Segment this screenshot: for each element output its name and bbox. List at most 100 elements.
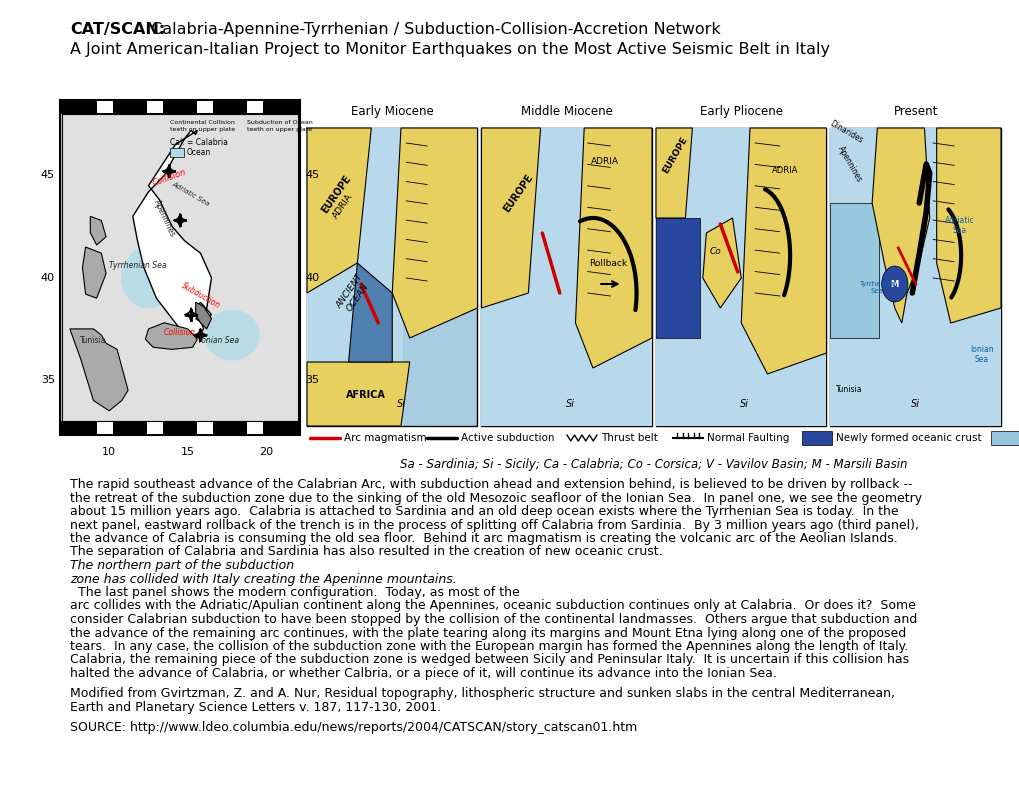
Text: ADRIA: ADRIA: [771, 166, 797, 175]
Polygon shape: [481, 128, 540, 308]
Text: Apennines: Apennines: [152, 199, 176, 239]
Text: the advance of the remaining arc continues, with the plate tearing along its mar: the advance of the remaining arc continu…: [70, 626, 905, 640]
Bar: [60, 100, 300, 435]
Bar: [829, 128, 1000, 426]
Text: Tunisia: Tunisia: [836, 385, 862, 394]
Text: 15: 15: [180, 447, 195, 457]
Text: Sa - Sardinia; Si - Sicily; Ca - Calabria; Co - Corsica; V - Vavilov Basin; M - : Sa - Sardinia; Si - Sicily; Ca - Calabri…: [399, 458, 907, 471]
Text: EUROPE: EUROPE: [660, 135, 689, 175]
Bar: [97, 422, 113, 434]
Polygon shape: [935, 128, 1000, 323]
Text: consider Calabrian subduction to have been stopped by the collision of the conti: consider Calabrian subduction to have be…: [70, 613, 916, 626]
Text: M: M: [890, 280, 898, 288]
Text: Si: Si: [740, 399, 749, 409]
Bar: [481, 128, 651, 426]
Bar: [655, 128, 825, 426]
Bar: [62, 114, 298, 421]
Text: Continental Collision: Continental Collision: [170, 120, 234, 125]
Text: Modified from Gvirtzman, Z. and A. Nur, Residual topography, lithospheric struct: Modified from Gvirtzman, Z. and A. Nur, …: [70, 687, 894, 701]
Bar: [481, 128, 651, 426]
Text: Middle Miocene: Middle Miocene: [521, 105, 612, 118]
Text: about 15 million years ago.  Calabria is attached to Sardinia and an old deep oc: about 15 million years ago. Calabria is …: [70, 505, 898, 518]
Polygon shape: [307, 362, 410, 426]
Polygon shape: [392, 128, 477, 338]
Text: AFRICA: AFRICA: [345, 390, 385, 400]
Polygon shape: [69, 329, 128, 411]
Text: Tyrrhenian Sea: Tyrrhenian Sea: [109, 261, 166, 269]
Text: Collision: Collision: [151, 167, 186, 188]
Bar: [247, 101, 263, 113]
Text: the retreat of the subduction zone due to the sinking of the old Mesozoic seaflo: the retreat of the subduction zone due t…: [70, 492, 921, 504]
Text: Ionian Sea: Ionian Sea: [199, 336, 239, 345]
Bar: [147, 422, 163, 434]
Text: 35: 35: [305, 375, 319, 385]
Text: Arc magmatism: Arc magmatism: [343, 433, 426, 443]
Text: A Joint American-Italian Project to Monitor Earthquakes on the Most Active Seism: A Joint American-Italian Project to Moni…: [70, 42, 829, 57]
Text: Collision: Collision: [164, 328, 196, 337]
Text: Tyrrhenian
Sea: Tyrrhenian Sea: [858, 281, 895, 294]
Text: Subduction of Ocean: Subduction of Ocean: [247, 120, 313, 125]
Text: Earth and Planetary Science Letters v. 187, 117-130, 2001.: Earth and Planetary Science Letters v. 1…: [70, 701, 440, 714]
Text: The last panel shows the modern configuration.  Today, as most of the: The last panel shows the modern configur…: [70, 586, 520, 599]
Text: zone has collided with Italy creating the Apeninne mountains.: zone has collided with Italy creating th…: [70, 573, 457, 585]
Bar: [60, 100, 300, 114]
Text: The rapid southeast advance of the Calabrian Arc, with subduction ahead and exte: The rapid southeast advance of the Calab…: [70, 478, 912, 491]
Bar: [170, 148, 183, 157]
Text: 10: 10: [102, 447, 116, 457]
Bar: [60, 421, 300, 435]
Text: SOURCE: http://www.ldeo.columbia.edu/news/reports/2004/CATSCAN/story_catscan01.h: SOURCE: http://www.ldeo.columbia.edu/new…: [70, 721, 637, 734]
Text: Early Miocene: Early Miocene: [351, 105, 433, 118]
Bar: [829, 128, 1000, 426]
Text: Early Pliocene: Early Pliocene: [699, 105, 782, 118]
Text: Tunisia: Tunisia: [81, 336, 107, 345]
Text: The northern part of the subduction: The northern part of the subduction: [70, 559, 293, 572]
Text: next panel, eastward rollback of the trench is in the process of splitting off C: next panel, eastward rollback of the tre…: [70, 519, 918, 531]
Polygon shape: [307, 128, 371, 293]
Text: Calabria, the remaining piece of the subduction zone is wedged between Sicily an: Calabria, the remaining piece of the sub…: [70, 653, 908, 667]
Bar: [247, 422, 263, 434]
Text: Apennines: Apennines: [835, 145, 862, 184]
Text: CAT/SCAN:: CAT/SCAN:: [70, 22, 165, 37]
Polygon shape: [132, 130, 211, 339]
Text: Rollback: Rollback: [589, 259, 627, 268]
Bar: [801, 431, 832, 445]
Text: Si: Si: [910, 399, 919, 409]
Text: 35: 35: [41, 375, 55, 385]
Bar: [197, 422, 213, 434]
Polygon shape: [702, 218, 741, 308]
Polygon shape: [348, 263, 392, 362]
Text: 45: 45: [41, 170, 55, 180]
Bar: [655, 218, 699, 338]
Polygon shape: [871, 128, 928, 323]
Bar: [197, 101, 213, 113]
Ellipse shape: [204, 310, 259, 361]
Polygon shape: [146, 323, 197, 349]
Text: Ionian
Sea: Ionian Sea: [969, 344, 993, 364]
Polygon shape: [83, 247, 106, 298]
Text: Ocean: Ocean: [186, 147, 211, 157]
Bar: [990, 431, 1019, 445]
Text: Normal Faulting: Normal Faulting: [707, 433, 789, 443]
Bar: [147, 101, 163, 113]
Text: Newly formed oceanic crust: Newly formed oceanic crust: [836, 433, 980, 443]
Polygon shape: [575, 128, 651, 368]
Text: the advance of Calabria is consuming the old sea floor.  Behind it arc magmatism: the advance of Calabria is consuming the…: [70, 532, 897, 545]
Text: Si: Si: [566, 399, 574, 409]
Text: 40: 40: [41, 273, 55, 283]
Text: arc collides with the Adriatic/Apulian continent along the Apennines, oceanic su: arc collides with the Adriatic/Apulian c…: [70, 600, 915, 612]
Bar: [829, 203, 878, 338]
Text: Adriatic Sea: Adriatic Sea: [171, 180, 211, 207]
Bar: [655, 128, 825, 426]
Text: The separation of Calabria and Sardinia has also resulted in the creation of new: The separation of Calabria and Sardinia …: [70, 545, 669, 559]
Text: Active subduction: Active subduction: [461, 433, 554, 443]
Text: tears.  In any case, the collision of the subduction zone with the European marg: tears. In any case, the collision of the…: [70, 640, 907, 653]
Polygon shape: [91, 217, 106, 245]
Text: EUROPE: EUROPE: [500, 173, 534, 214]
Text: teeth on upper plate: teeth on upper plate: [170, 127, 235, 132]
Ellipse shape: [880, 266, 907, 302]
Text: ANCIENT
OCEAN: ANCIENT OCEAN: [334, 273, 373, 316]
Text: teeth on upper plate: teeth on upper plate: [247, 127, 312, 132]
Text: 40: 40: [305, 273, 319, 283]
Bar: [307, 128, 403, 426]
Text: Present: Present: [893, 105, 937, 118]
